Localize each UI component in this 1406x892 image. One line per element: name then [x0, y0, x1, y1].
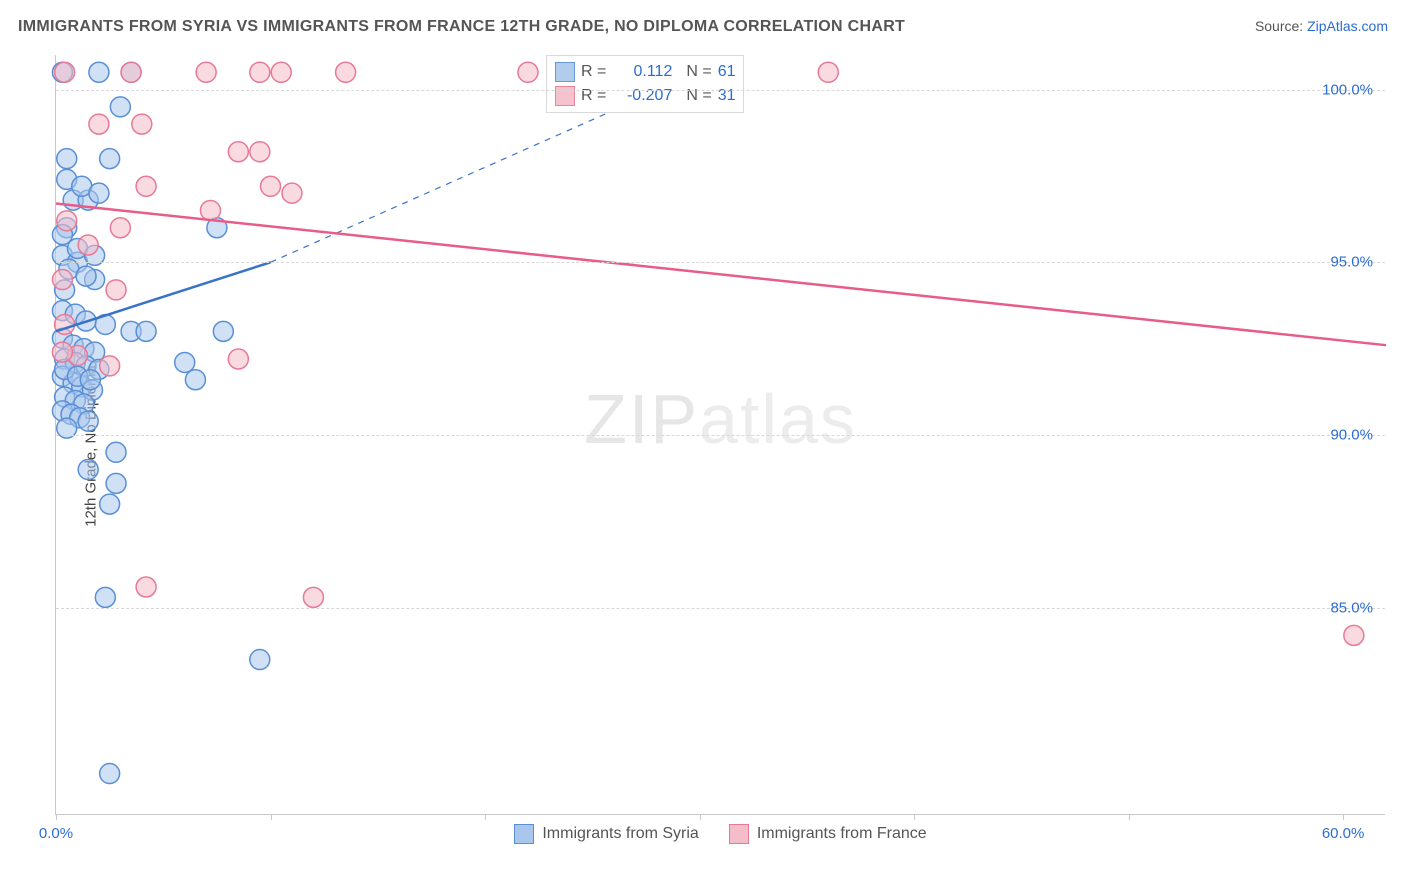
legend-n-label: N = [686, 63, 711, 81]
scatter-point [52, 342, 72, 362]
scatter-point [89, 62, 109, 82]
scatter-point [136, 321, 156, 341]
scatter-point [250, 62, 270, 82]
scatter-point [121, 62, 141, 82]
scatter-point [518, 62, 538, 82]
legend-row: R = 0.112 N = 61 [555, 60, 735, 84]
gridline [56, 90, 1385, 91]
y-tick-label: 90.0% [1330, 427, 1373, 444]
y-tick-label: 95.0% [1330, 254, 1373, 271]
scatter-point [57, 149, 77, 169]
scatter-point [100, 494, 120, 514]
scatter-point [818, 62, 838, 82]
legend-row: R =-0.207N = 31 [555, 84, 735, 108]
scatter-point [213, 321, 233, 341]
gridline [56, 608, 1385, 609]
x-tick [1129, 814, 1130, 820]
scatter-point [303, 587, 323, 607]
scatter-point [52, 270, 72, 290]
x-tick [485, 814, 486, 820]
scatter-point [57, 211, 77, 231]
gridline [56, 262, 1385, 263]
scatter-point [110, 218, 130, 238]
scatter-point [106, 442, 126, 462]
scatter-point [261, 176, 281, 196]
scatter-point [95, 587, 115, 607]
scatter-point [136, 176, 156, 196]
scatter-point [106, 280, 126, 300]
series-legend: Immigrants from Syria Immigrants from Fra… [56, 824, 1385, 844]
scatter-point [100, 764, 120, 784]
x-tick [1343, 814, 1344, 820]
scatter-point [89, 183, 109, 203]
series-legend-item: Immigrants from Syria [514, 824, 698, 844]
legend-n-value: 61 [718, 63, 736, 81]
legend-swatch [514, 824, 534, 844]
scatter-point [136, 577, 156, 597]
scatter-point [132, 114, 152, 134]
scatter-point [271, 62, 291, 82]
scatter-point [250, 142, 270, 162]
legend-swatch [729, 824, 749, 844]
x-tick [914, 814, 915, 820]
scatter-point [282, 183, 302, 203]
scatter-point [228, 142, 248, 162]
gridline [56, 435, 1385, 436]
source-label: Source: [1255, 18, 1307, 34]
correlation-legend: R = 0.112 N = 61 R =-0.207N = 31 [546, 55, 744, 113]
scatter-point [185, 370, 205, 390]
scatter-point [175, 352, 195, 372]
legend-swatch [555, 62, 575, 82]
y-tick-label: 85.0% [1330, 599, 1373, 616]
scatter-point [250, 650, 270, 670]
x-tick [271, 814, 272, 820]
y-tick-label: 100.0% [1322, 81, 1373, 98]
trend-line [56, 204, 1386, 346]
source-link[interactable]: ZipAtlas.com [1307, 18, 1388, 34]
chart-plot-area: ZIPatlas R =0.112N = 61R =-0.207N = 31 I… [55, 55, 1385, 815]
x-tick [700, 814, 701, 820]
scatter-point [76, 266, 96, 286]
scatter-point [55, 62, 75, 82]
series-legend-label: Immigrants from Syria [542, 825, 698, 843]
scatter-point [78, 235, 98, 255]
chart-title: IMMIGRANTS FROM SYRIA VS IMMIGRANTS FROM… [18, 18, 905, 36]
scatter-point [1344, 625, 1364, 645]
scatter-point [106, 473, 126, 493]
legend-r-label: R = [581, 63, 606, 81]
scatter-point [100, 149, 120, 169]
series-legend-item: Immigrants from France [729, 824, 927, 844]
scatter-point [336, 62, 356, 82]
series-legend-label: Immigrants from France [757, 825, 927, 843]
scatter-point [228, 349, 248, 369]
scatter-point [80, 370, 100, 390]
scatter-point [110, 97, 130, 117]
scatter-point [89, 114, 109, 134]
x-tick-label: 60.0% [1322, 825, 1365, 842]
x-tick [56, 814, 57, 820]
x-tick-label: 0.0% [39, 825, 73, 842]
legend-r-value: 0.112 [612, 63, 672, 81]
scatter-point [200, 200, 220, 220]
scatter-point [78, 411, 98, 431]
source-attribution: Source: ZipAtlas.com [1255, 18, 1388, 34]
scatter-point [78, 460, 98, 480]
scatter-point [100, 356, 120, 376]
scatter-point [196, 62, 216, 82]
